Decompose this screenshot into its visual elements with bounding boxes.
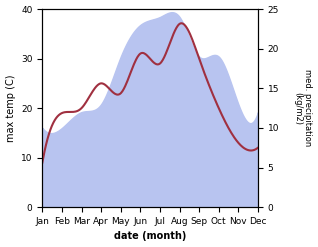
X-axis label: date (month): date (month) (114, 231, 186, 242)
Y-axis label: med. precipitation
(kg/m2): med. precipitation (kg/m2) (293, 69, 313, 147)
Y-axis label: max temp (C): max temp (C) (5, 74, 16, 142)
